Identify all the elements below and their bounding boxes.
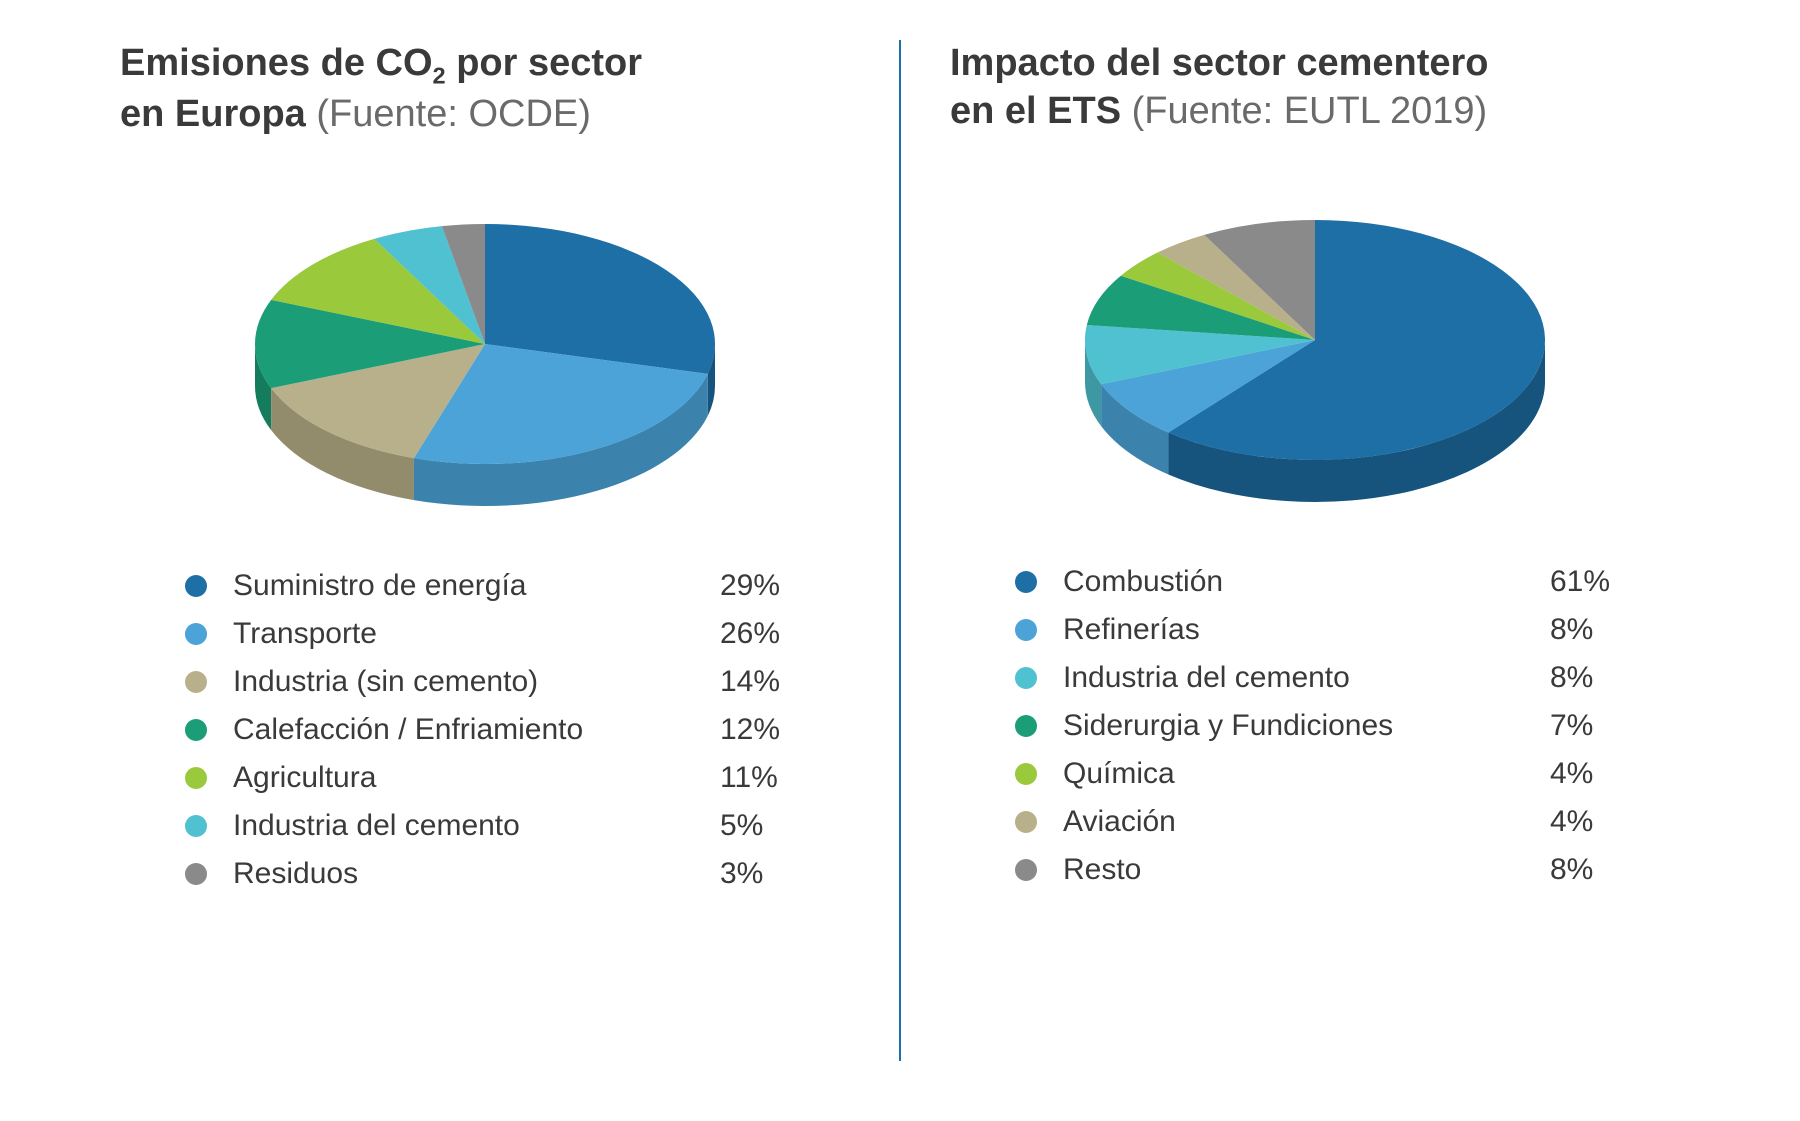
vertical-divider xyxy=(899,40,901,1061)
right-panel: Impacto del sector cementero en el ETS (… xyxy=(900,40,1730,1081)
left-pie-wrap xyxy=(120,189,850,529)
legend-row: Industria (sin cemento)14% xyxy=(185,665,810,699)
legend-swatch xyxy=(185,767,207,789)
legend-swatch xyxy=(1015,715,1037,737)
legend-row: Siderurgia y Fundiciones7% xyxy=(1015,709,1640,743)
legend-swatch xyxy=(185,575,207,597)
legend-swatch xyxy=(1015,811,1037,833)
legend-swatch xyxy=(185,719,207,741)
legend-swatch xyxy=(1015,619,1037,641)
legend-swatch xyxy=(185,623,207,645)
title-source: (Fuente: OCDE) xyxy=(316,93,591,135)
legend-value: 61% xyxy=(1550,565,1640,599)
legend-value: 14% xyxy=(720,665,810,699)
legend-label: Aviación xyxy=(1063,805,1550,839)
legend-label: Transporte xyxy=(233,617,720,651)
legend-row: Calefacción / Enfriamiento12% xyxy=(185,713,810,747)
title-text: Emisiones de CO xyxy=(120,42,433,84)
legend-swatch xyxy=(1015,763,1037,785)
legend-swatch xyxy=(1015,571,1037,593)
legend-label: Combustión xyxy=(1063,565,1550,599)
legend-value: 29% xyxy=(720,569,810,603)
legend-label: Industria (sin cemento) xyxy=(233,665,720,699)
title-text: en el ETS xyxy=(950,90,1121,132)
legend-value: 26% xyxy=(720,617,810,651)
legend-row: Industria del cemento8% xyxy=(1015,661,1640,695)
chart-container: Emisiones de CO2 por sector en Europa (F… xyxy=(70,40,1730,1081)
legend-row: Transporte26% xyxy=(185,617,810,651)
legend-label: Industria del cemento xyxy=(1063,661,1550,695)
legend-value: 4% xyxy=(1550,757,1640,791)
legend-label: Suministro de energía xyxy=(233,569,720,603)
left-title: Emisiones de CO2 por sector en Europa (F… xyxy=(120,40,850,139)
legend-row: Química4% xyxy=(1015,757,1640,791)
left-legend: Suministro de energía29%Transporte26%Ind… xyxy=(120,569,850,891)
legend-label: Siderurgia y Fundiciones xyxy=(1063,709,1550,743)
legend-label: Refinerías xyxy=(1063,613,1550,647)
legend-swatch xyxy=(185,671,207,693)
legend-swatch xyxy=(185,815,207,837)
legend-label: Resto xyxy=(1063,853,1550,887)
legend-value: 8% xyxy=(1550,853,1640,887)
left-panel: Emisiones de CO2 por sector en Europa (F… xyxy=(70,40,900,1081)
legend-row: Residuos3% xyxy=(185,857,810,891)
right-title: Impacto del sector cementero en el ETS (… xyxy=(950,40,1680,135)
title-text: Impacto del sector cementero xyxy=(950,42,1489,84)
legend-value: 5% xyxy=(720,809,810,843)
legend-row: Agricultura11% xyxy=(185,761,810,795)
left-pie-chart xyxy=(175,189,795,529)
legend-swatch xyxy=(1015,859,1037,881)
legend-swatch xyxy=(185,863,207,885)
legend-row: Refinerías8% xyxy=(1015,613,1640,647)
title-subscript: 2 xyxy=(433,63,446,89)
legend-row: Aviación4% xyxy=(1015,805,1640,839)
legend-value: 11% xyxy=(720,761,810,795)
legend-value: 8% xyxy=(1550,661,1640,695)
legend-row: Suministro de energía29% xyxy=(185,569,810,603)
legend-value: 12% xyxy=(720,713,810,747)
legend-row: Combustión61% xyxy=(1015,565,1640,599)
legend-value: 4% xyxy=(1550,805,1640,839)
legend-label: Química xyxy=(1063,757,1550,791)
legend-value: 3% xyxy=(720,857,810,891)
legend-row: Industria del cemento5% xyxy=(185,809,810,843)
right-legend: Combustión61%Refinerías8%Industria del c… xyxy=(950,565,1680,887)
legend-label: Agricultura xyxy=(233,761,720,795)
title-source: (Fuente: EUTL 2019) xyxy=(1132,90,1488,132)
title-text: en Europa xyxy=(120,93,306,135)
legend-swatch xyxy=(1015,667,1037,689)
legend-row: Resto8% xyxy=(1015,853,1640,887)
legend-value: 8% xyxy=(1550,613,1640,647)
right-pie-wrap xyxy=(950,185,1680,525)
right-pie-chart xyxy=(1005,185,1625,525)
legend-label: Industria del cemento xyxy=(233,809,720,843)
legend-label: Calefacción / Enfriamiento xyxy=(233,713,720,747)
title-text: por sector xyxy=(446,42,642,84)
legend-label: Residuos xyxy=(233,857,720,891)
legend-value: 7% xyxy=(1550,709,1640,743)
